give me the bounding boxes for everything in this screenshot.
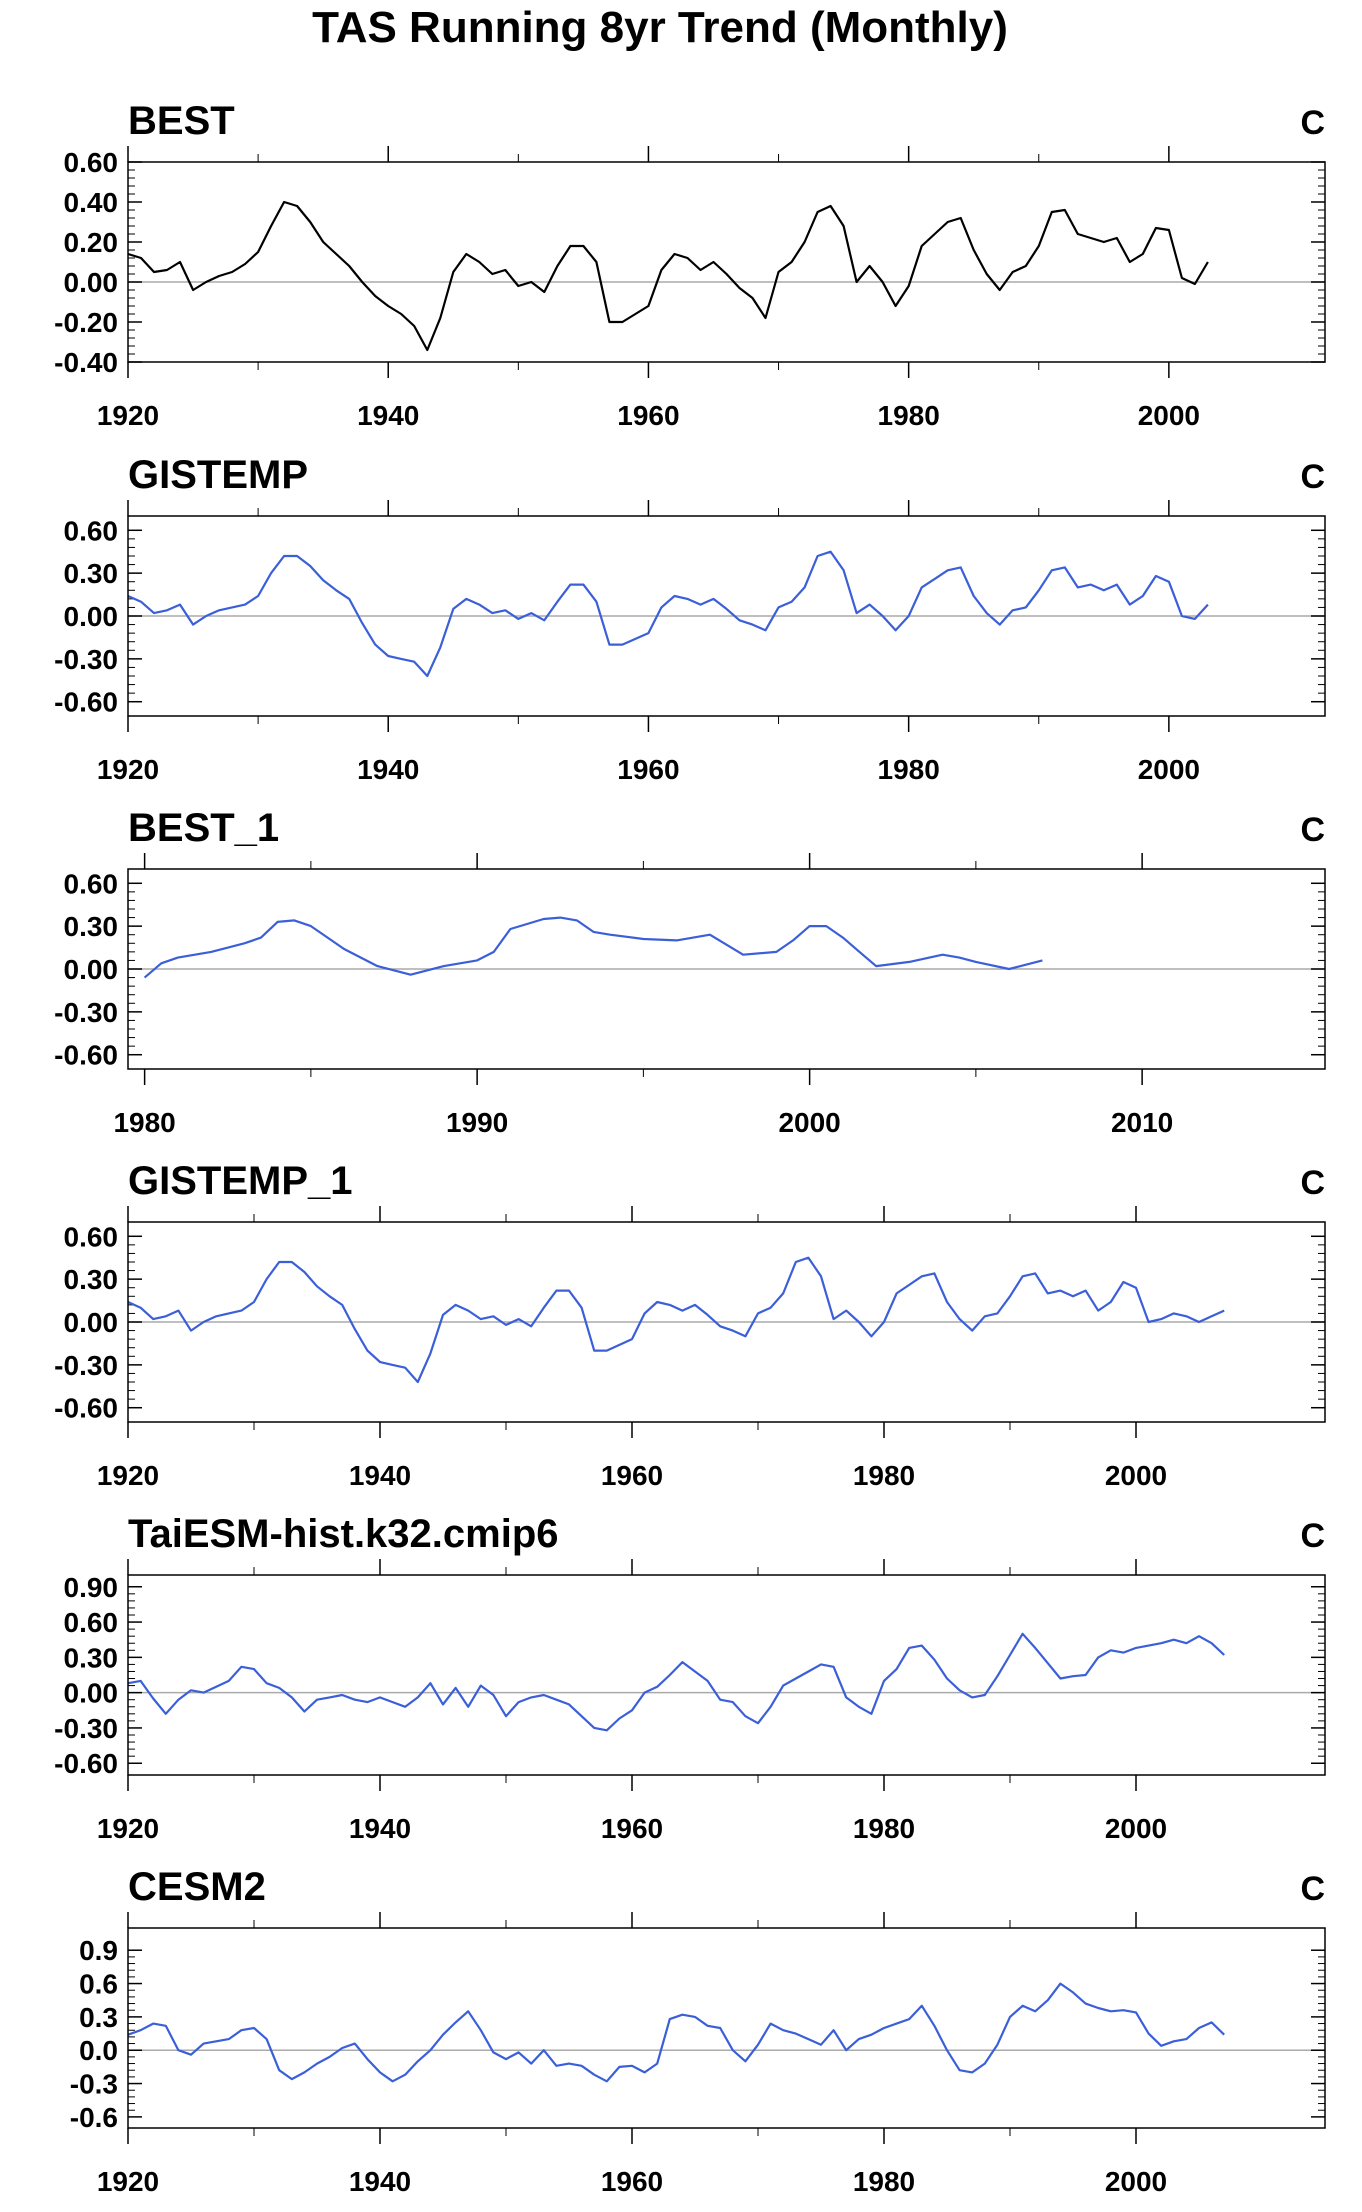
y-tick-label: 0.30 xyxy=(64,911,119,942)
x-tick-label: 1980 xyxy=(878,754,940,785)
plot-frame xyxy=(127,161,1326,363)
plot-frame xyxy=(127,1927,1326,2129)
y-tick-label: 0.40 xyxy=(64,187,119,218)
panel-4: TaiESM-hist.k32.cmip6 C -0.60 -0.30 0.00 0.30… xyxy=(54,1512,1326,1844)
y-tick-label: 0.6 xyxy=(79,1969,118,2000)
y-tick-label: -0.60 xyxy=(54,1748,118,1779)
y-tick-label: 0.60 xyxy=(64,1221,119,1252)
x-tick-label: 1960 xyxy=(617,400,679,431)
y-tick-label: 0.00 xyxy=(64,1678,119,1709)
plot-frame xyxy=(127,515,1326,717)
x-tick-label: 2000 xyxy=(1138,400,1200,431)
units-label: C xyxy=(1300,1517,1325,1555)
x-tick-label: 2000 xyxy=(778,1107,840,1138)
x-tick-label: 2000 xyxy=(1105,2166,1167,2197)
x-tick-label: 1940 xyxy=(357,754,419,785)
series-line xyxy=(127,1632,1225,1732)
y-tick-label: 0.30 xyxy=(64,558,119,589)
y-tick-label: 0.3 xyxy=(79,2002,118,2033)
x-tick-label: 1980 xyxy=(853,1460,915,1491)
y-tick-label: -0.20 xyxy=(54,307,118,338)
y-tick-label: -0.30 xyxy=(54,997,118,1028)
y-tick-label: 0.00 xyxy=(64,601,119,632)
y-tick-label: 0.60 xyxy=(64,868,119,899)
x-tick-label: 1980 xyxy=(878,400,940,431)
series-line xyxy=(127,1256,1225,1384)
units-label: C xyxy=(1300,104,1325,142)
y-tick-label: -0.3 xyxy=(70,2069,118,2100)
y-tick-label: 0.60 xyxy=(64,515,119,546)
x-tick-label: 1920 xyxy=(97,1460,159,1491)
panel-title: CESM2 xyxy=(128,1865,266,1909)
series-line xyxy=(127,550,1209,678)
x-tick-label: 1940 xyxy=(349,1460,411,1491)
x-tick-label: 1960 xyxy=(601,1460,663,1491)
y-tick-label: 0.30 xyxy=(64,1264,119,1295)
y-tick-label: 0.9 xyxy=(79,1935,118,1966)
plot-frame xyxy=(127,1221,1326,1423)
y-tick-label: 0.00 xyxy=(64,954,119,985)
panel-1: GISTEMP C -0.60 -0.30 0.00 0.30 0.60 1920 1940 19… xyxy=(54,453,1326,785)
y-tick-label: -0.30 xyxy=(54,644,118,675)
x-tick-label: 1960 xyxy=(601,1813,663,1844)
x-tick-label: 1980 xyxy=(853,2166,915,2197)
y-tick-label: -0.6 xyxy=(70,2102,118,2133)
x-tick-label: 1920 xyxy=(97,1813,159,1844)
units-label: C xyxy=(1300,1870,1325,1908)
y-tick-label: 0.60 xyxy=(64,1607,119,1638)
x-tick-label: 1920 xyxy=(97,2166,159,2197)
panel-2: BEST_1 C -0.60 -0.30 0.00 0.30 0.60 1980 1990 200… xyxy=(54,806,1326,1138)
panel-title: BEST_1 xyxy=(128,806,279,850)
y-tick-label: -0.60 xyxy=(54,1040,118,1071)
x-tick-label: 1920 xyxy=(97,400,159,431)
y-tick-label: -0.30 xyxy=(54,1713,118,1744)
panel-title: TaiESM-hist.k32.cmip6 xyxy=(128,1512,559,1556)
panel-3: GISTEMP_1 C -0.60 -0.30 0.00 0.30 0.60 1920 1940… xyxy=(54,1159,1326,1491)
y-tick-label: 0.60 xyxy=(64,147,119,178)
y-tick-label: 0.20 xyxy=(64,227,119,258)
plot-frame xyxy=(127,1574,1326,1776)
panel-title: GISTEMP_1 xyxy=(128,1159,353,1203)
x-tick-label: 2000 xyxy=(1138,754,1200,785)
x-tick-label: 1980 xyxy=(853,1813,915,1844)
y-tick-label: -0.60 xyxy=(54,1393,118,1424)
y-tick-label: -0.60 xyxy=(54,687,118,718)
y-tick-label: 0.00 xyxy=(64,267,119,298)
y-tick-label: 0.30 xyxy=(64,1642,119,1673)
y-tick-label: -0.40 xyxy=(54,347,118,378)
plot-frame xyxy=(127,868,1326,1070)
x-tick-label: 2000 xyxy=(1105,1813,1167,1844)
x-tick-label: 1960 xyxy=(617,754,679,785)
figure-title: TAS Running 8yr Trend (Monthly) xyxy=(312,3,1008,52)
series-line xyxy=(143,916,1043,979)
y-tick-label: 0.00 xyxy=(64,1307,119,1338)
panel-0: BEST C -0.40 -0.20 0.00 0.20 0.40 0.60 1920 1940 1… xyxy=(54,99,1326,431)
series-line xyxy=(127,200,1209,352)
units-label: C xyxy=(1300,1164,1325,1202)
panel-title: GISTEMP xyxy=(128,453,308,497)
x-tick-label: 1960 xyxy=(601,2166,663,2197)
series-line xyxy=(127,1982,1225,2083)
y-tick-label: 0.0 xyxy=(79,2035,118,2066)
y-tick-label: -0.30 xyxy=(54,1350,118,1381)
x-tick-label: 1940 xyxy=(349,2166,411,2197)
x-tick-label: 2000 xyxy=(1105,1460,1167,1491)
units-label: C xyxy=(1300,811,1325,849)
x-tick-label: 1920 xyxy=(97,754,159,785)
panels: BEST C -0.40 -0.20 0.00 0.20 0.40 0.60 1920 1940 1… xyxy=(54,99,1326,2197)
x-tick-label: 1980 xyxy=(113,1107,175,1138)
panel-5: CESM2 C -0.6-0.30.00.30.60.9 1920 1940 1960 19… xyxy=(70,1865,1326,2197)
y-tick-label: 0.90 xyxy=(64,1572,119,1603)
x-tick-label: 1990 xyxy=(446,1107,508,1138)
panel-title: BEST xyxy=(128,99,235,143)
units-label: C xyxy=(1300,458,1325,496)
x-tick-label: 1940 xyxy=(357,400,419,431)
x-tick-label: 1940 xyxy=(349,1813,411,1844)
x-tick-label: 2010 xyxy=(1111,1107,1173,1138)
